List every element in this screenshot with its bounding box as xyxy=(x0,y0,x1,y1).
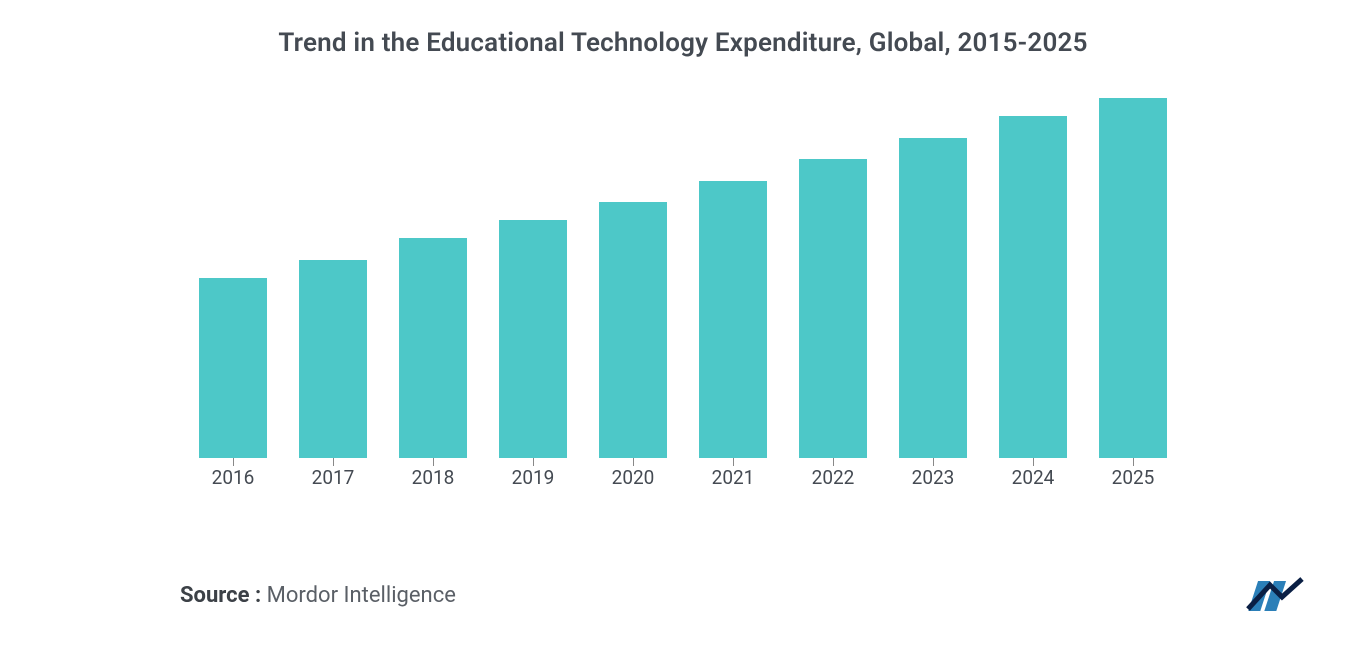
x-tick-label: 2018 xyxy=(383,466,483,498)
source-value: Mordor Intelligence xyxy=(267,583,456,608)
bar xyxy=(999,116,1067,458)
bar xyxy=(299,260,367,458)
bar-slot xyxy=(783,98,883,458)
x-tick-label: 2025 xyxy=(1083,466,1183,498)
x-tick-label: 2016 xyxy=(183,466,283,498)
x-tick-label: 2024 xyxy=(983,466,1083,498)
x-tick-label: 2017 xyxy=(283,466,383,498)
chart-title: Trend in the Educational Technology Expe… xyxy=(40,28,1326,58)
bar xyxy=(599,202,667,458)
bar-slot xyxy=(383,98,483,458)
bar xyxy=(899,138,967,458)
x-axis-labels: 2016201720182019202020212022202320242025 xyxy=(183,466,1183,498)
x-tick-label: 2022 xyxy=(783,466,883,498)
bar-slot xyxy=(183,98,283,458)
bar-slot xyxy=(983,98,1083,458)
x-tick-label: 2021 xyxy=(683,466,783,498)
chart-footer: Source : Mordor Intelligence xyxy=(180,575,1306,615)
mordor-logo-icon xyxy=(1242,575,1306,615)
x-tick-label: 2019 xyxy=(483,466,583,498)
chart-area: 2016201720182019202020212022202320242025 xyxy=(143,98,1223,498)
bar-slot xyxy=(483,98,583,458)
chart-container: Trend in the Educational Technology Expe… xyxy=(0,0,1366,655)
bar xyxy=(499,220,567,458)
bar-plot xyxy=(183,98,1183,458)
bar xyxy=(699,181,767,458)
bar xyxy=(399,238,467,458)
bar xyxy=(1099,98,1167,458)
bar-slot xyxy=(283,98,383,458)
bar-slot xyxy=(583,98,683,458)
bar xyxy=(799,159,867,458)
source-attribution: Source : Mordor Intelligence xyxy=(180,583,456,608)
x-tick-label: 2020 xyxy=(583,466,683,498)
bar-slot xyxy=(1083,98,1183,458)
source-label: Source : xyxy=(180,583,261,608)
bar xyxy=(199,278,267,458)
x-tick-label: 2023 xyxy=(883,466,983,498)
bar-slot xyxy=(683,98,783,458)
bar-slot xyxy=(883,98,983,458)
